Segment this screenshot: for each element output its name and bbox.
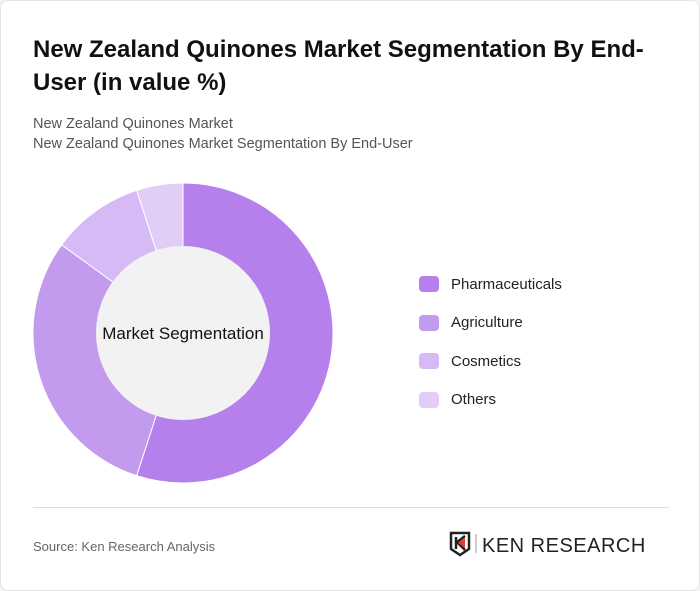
- legend-item-cosmetics: Cosmetics: [419, 342, 562, 381]
- chart-title: New Zealand Quinones Market Segmentation…: [33, 36, 644, 96]
- legend-label: Others: [451, 391, 497, 409]
- legend-swatch: [419, 391, 439, 408]
- ken-research-logo: KEN RESEARCH: [449, 531, 671, 562]
- legend-swatch: [419, 314, 439, 331]
- legend-label: Agriculture: [451, 314, 523, 332]
- legend-item-pharmaceuticals: Pharmaceuticals: [419, 265, 562, 304]
- center-label: Market Segmentation: [102, 324, 264, 343]
- legend-label: Pharmaceuticals: [451, 275, 562, 293]
- subtitle-market: New Zealand Quinones Market: [33, 116, 233, 132]
- legend-label: Cosmetics: [451, 352, 522, 370]
- donut-chart: Market Segmentation: [32, 182, 334, 484]
- donut-hole: [96, 246, 270, 420]
- subtitle-segmentation: New Zealand Quinones Market Segmentation…: [33, 136, 413, 152]
- legend-item-agriculture: Agriculture: [419, 304, 562, 343]
- svg-text:KEN RESEARCH: KEN RESEARCH: [482, 535, 646, 557]
- legend-swatch: [419, 353, 439, 370]
- source-note: Source: Ken Research Analysis: [33, 539, 216, 554]
- legend-item-others: Others: [419, 381, 562, 420]
- legend: Pharmaceuticals Agriculture Cosmetics Other…: [419, 265, 562, 419]
- divider: [33, 507, 669, 508]
- legend-swatch: [419, 276, 439, 293]
